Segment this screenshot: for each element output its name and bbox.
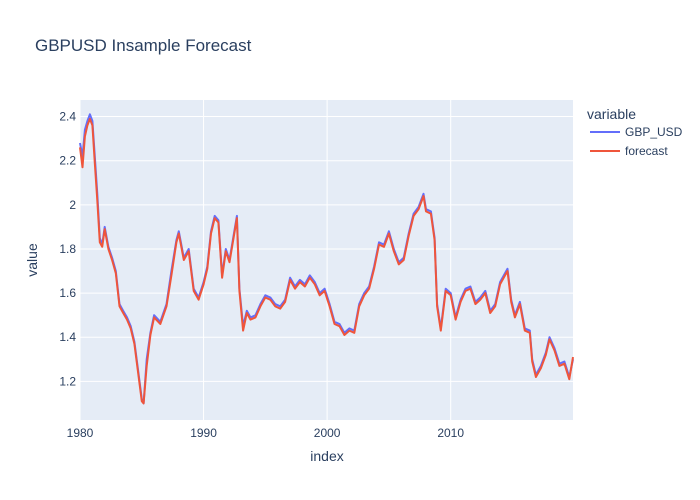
x-tick-label: 2000 xyxy=(314,426,341,440)
x-tick-label: 2010 xyxy=(437,426,464,440)
legend-label: forecast xyxy=(625,144,668,158)
grid-lines xyxy=(79,100,573,420)
y-tick-label: 2.4 xyxy=(59,110,76,124)
chart-title: GBPUSD Insample Forecast xyxy=(35,36,252,55)
legend-title: variable xyxy=(587,106,636,122)
y-tick-label: 1.8 xyxy=(59,242,76,256)
y-tick-label: 1.6 xyxy=(59,286,76,300)
plot-background xyxy=(80,100,573,420)
x-tick-label: 1980 xyxy=(67,426,94,440)
y-tick-label: 2.2 xyxy=(59,154,76,168)
legend-item-forecast[interactable]: forecast xyxy=(590,144,668,158)
y-axis-title: value xyxy=(24,243,40,277)
y-axis-ticks: 1.2 1.4 1.6 1.8 2 2.2 2.4 xyxy=(59,110,76,389)
y-tick-label: 1.4 xyxy=(59,330,76,344)
x-axis-ticks: 1980 1990 2000 2010 xyxy=(67,426,465,440)
legend-label: GBP_USD xyxy=(625,125,683,139)
series-lines xyxy=(79,113,574,405)
legend-item-gbp-usd[interactable]: GBP_USD xyxy=(590,125,683,139)
x-axis-title: index xyxy=(310,448,343,464)
y-tick-label: 2 xyxy=(69,198,76,212)
legend: variable GBP_USD forecast xyxy=(587,106,683,158)
series-line-forecast xyxy=(79,117,574,405)
y-tick-label: 1.2 xyxy=(59,374,76,388)
x-tick-label: 1990 xyxy=(190,426,217,440)
